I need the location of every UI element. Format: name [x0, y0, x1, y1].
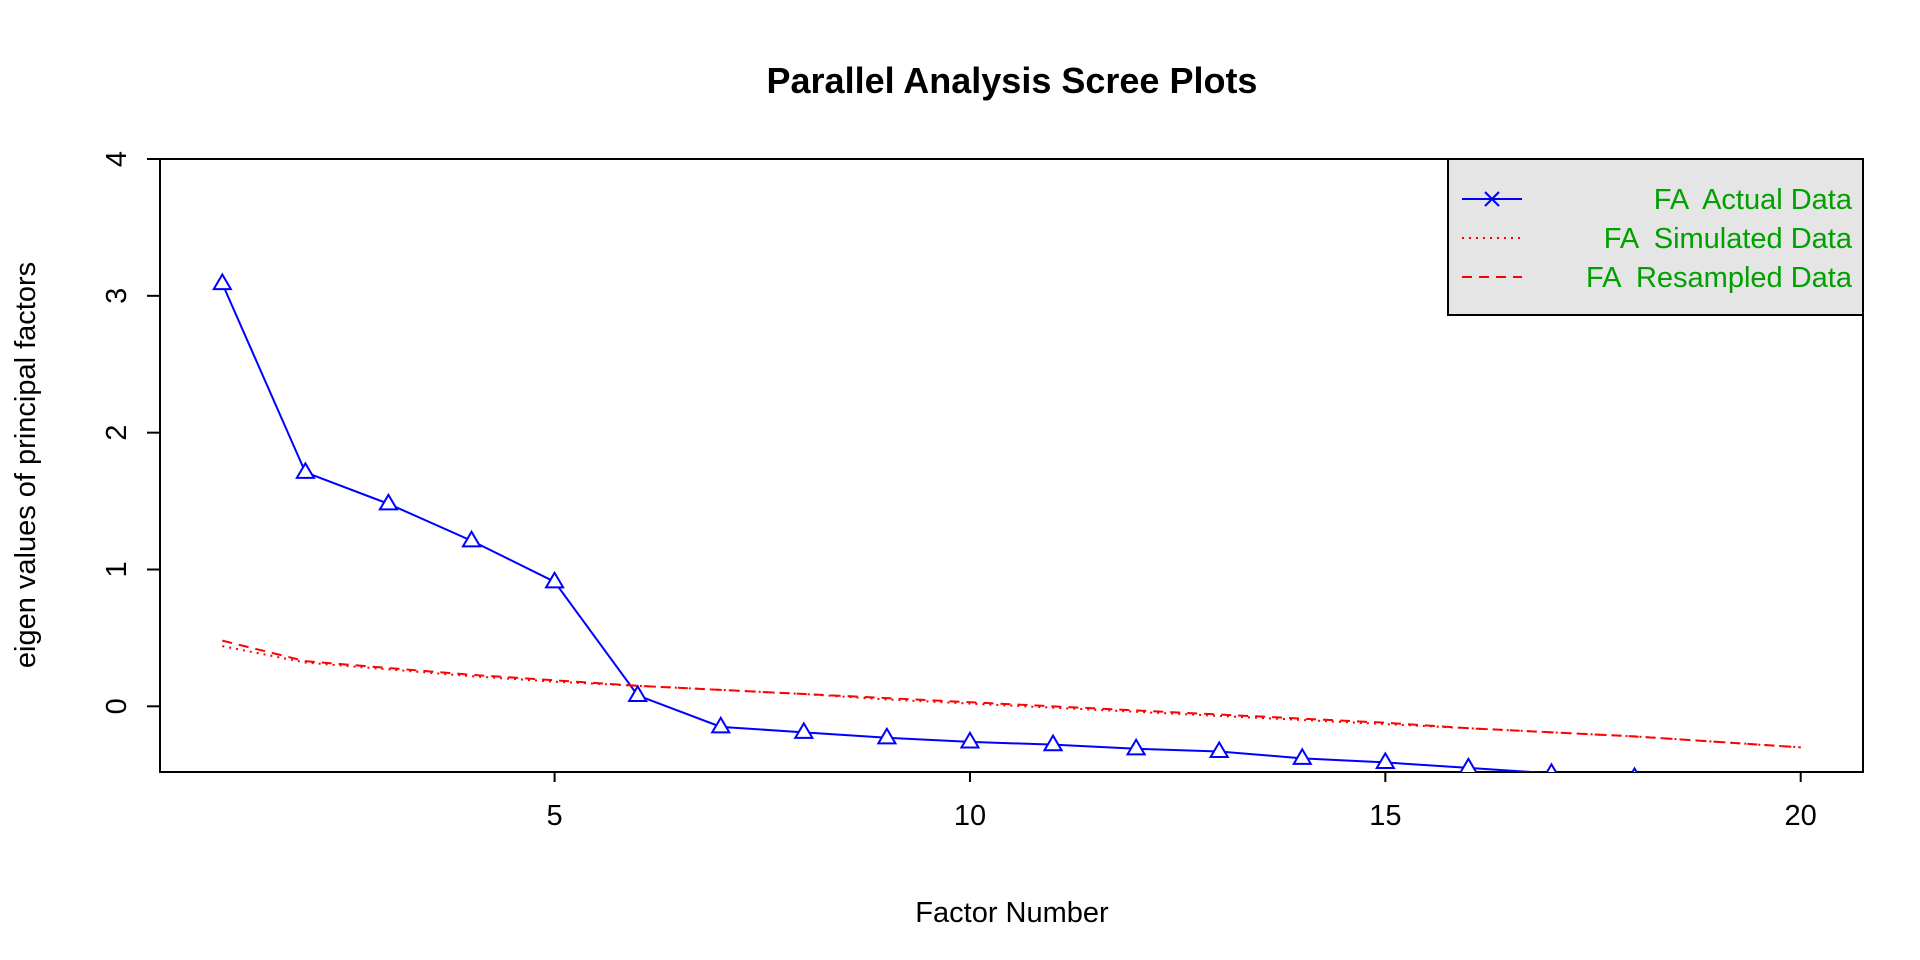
chart-title: Parallel Analysis Scree Plots [767, 60, 1258, 101]
legend-label-2: FA Simulated Data [1604, 223, 1853, 255]
x-tick-label: 20 [1785, 800, 1817, 832]
data-point [876, 726, 898, 745]
x-tick-label: 5 [547, 800, 563, 832]
legend: FA Actual Data FA Simulated Data FA Resamp… [1447, 158, 1864, 316]
data-point [1716, 770, 1719, 772]
data-point [1291, 747, 1313, 765]
data-point [1545, 762, 1558, 772]
data-point [378, 492, 399, 511]
series-layer [212, 272, 1801, 772]
series-line-3 [222, 639, 1801, 749]
data-point [710, 715, 732, 734]
data-point [627, 684, 648, 702]
x-tick-label: 10 [954, 800, 986, 832]
data-point [1375, 751, 1396, 770]
y-tick-label: 1 [101, 561, 133, 577]
y-tick-label: 4 [101, 151, 133, 167]
legend-label-1: FA Actual Data [1654, 184, 1853, 216]
legend-box [1447, 158, 1864, 316]
data-point [1208, 740, 1230, 759]
data-point [461, 529, 482, 548]
legend-marker-x [1484, 191, 1500, 207]
legend-label-3: FA Resampled Data [1586, 262, 1853, 294]
data-point [212, 272, 233, 291]
x-axis-label: Factor Number [915, 897, 1109, 929]
data-point [1125, 737, 1147, 756]
data-point [1631, 766, 1638, 772]
data-point [1042, 733, 1064, 752]
x-tick-label: 15 [1369, 800, 1401, 832]
data-point [295, 461, 316, 479]
data-point [544, 570, 565, 589]
data-point [793, 721, 815, 739]
y-tick-label: 3 [101, 288, 133, 304]
plot-area [159, 158, 1864, 773]
y-axis: 0 1 2 3 4 [101, 151, 160, 714]
x-axis: 5 10 15 20 [547, 772, 1817, 832]
y-tick-label: 0 [101, 698, 133, 714]
series-line-1 [221, 283, 1546, 772]
data-point [959, 730, 981, 749]
series-line-2 [222, 645, 1801, 749]
y-tick-label: 2 [101, 425, 133, 441]
data-point [1459, 756, 1478, 772]
y-axis-label: eigen values of principal factors [10, 262, 42, 668]
